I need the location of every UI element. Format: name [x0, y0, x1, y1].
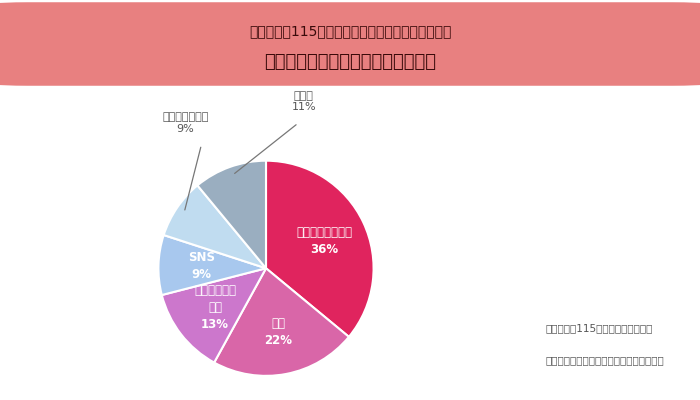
Text: 調査対象：115名のシングルマザー: 調査対象：115名のシングルマザー — [546, 323, 653, 333]
Text: その他
11%: その他 11% — [291, 91, 316, 112]
Text: 知人・友人の
紹介
13%: 知人・友人の 紹介 13% — [194, 284, 236, 331]
Wedge shape — [164, 185, 266, 268]
Text: 恋人と出会った場所はどこですか？: 恋人と出会った場所はどこですか？ — [264, 53, 436, 71]
Wedge shape — [158, 235, 266, 295]
FancyBboxPatch shape — [0, 2, 700, 86]
Wedge shape — [266, 161, 374, 337]
Wedge shape — [197, 161, 266, 268]
Text: 同じ学校だった
9%: 同じ学校だった 9% — [162, 112, 209, 134]
Wedge shape — [162, 268, 266, 362]
Text: 恋人のいる115名のシングルマザーへのアンケート: 恋人のいる115名のシングルマザーへのアンケート — [248, 24, 452, 38]
Text: SNS
9%: SNS 9% — [188, 251, 215, 281]
Text: マッチングアプリ
36%: マッチングアプリ 36% — [296, 226, 352, 256]
Wedge shape — [214, 268, 349, 376]
Text: 調査実施主体：マッチングアプリ大学調べ: 調査実施主体：マッチングアプリ大学調べ — [546, 355, 665, 365]
Text: 職場
22%: 職場 22% — [264, 317, 292, 347]
